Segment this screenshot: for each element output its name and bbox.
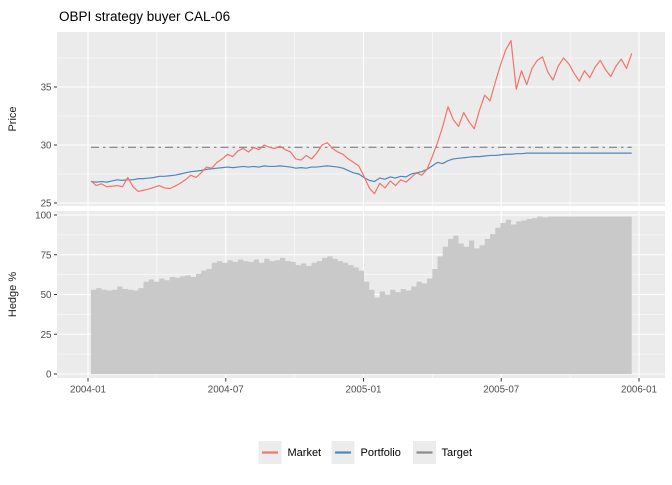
price-axis-title: Price bbox=[7, 106, 19, 131]
y-tick-label: 0 bbox=[46, 370, 52, 381]
legend-label-target: Target bbox=[442, 447, 473, 459]
x-tick-label: 2004-07 bbox=[208, 385, 244, 396]
x-tick-label: 2005-01 bbox=[346, 385, 382, 396]
x-tick-label: 2004-01 bbox=[70, 385, 106, 396]
legend-label-portfolio: Portfolio bbox=[361, 447, 401, 459]
y-tick-label: 25 bbox=[41, 199, 52, 210]
price-panel-gridlines bbox=[57, 32, 665, 206]
x-tick-label: 2006-01 bbox=[621, 385, 657, 396]
y-tick-label: 35 bbox=[41, 83, 52, 94]
legend-label-market: Market bbox=[288, 447, 322, 459]
y-tick-label: 75 bbox=[41, 250, 52, 261]
y-tick-label: 50 bbox=[41, 290, 52, 301]
market-line-series bbox=[90, 39, 633, 195]
legend: Market Portfolio Target bbox=[258, 441, 473, 464]
y-tick-label: 25 bbox=[41, 330, 52, 341]
portfolio-line-series bbox=[90, 152, 632, 183]
hedge-area-series bbox=[91, 216, 632, 374]
hedge-axis-title: Hedge % bbox=[7, 272, 19, 317]
chart-title: OBPI strategy buyer CAL-06 bbox=[59, 9, 230, 24]
y-tick-label: 100 bbox=[35, 211, 52, 222]
x-tick-label: 2005-07 bbox=[483, 385, 519, 396]
axis-ticks-and-labels: 25 30 35 0 25 50 75 100 2004-01 2004-07 2005-01 200… bbox=[35, 83, 657, 396]
y-tick-label: 30 bbox=[41, 141, 52, 152]
